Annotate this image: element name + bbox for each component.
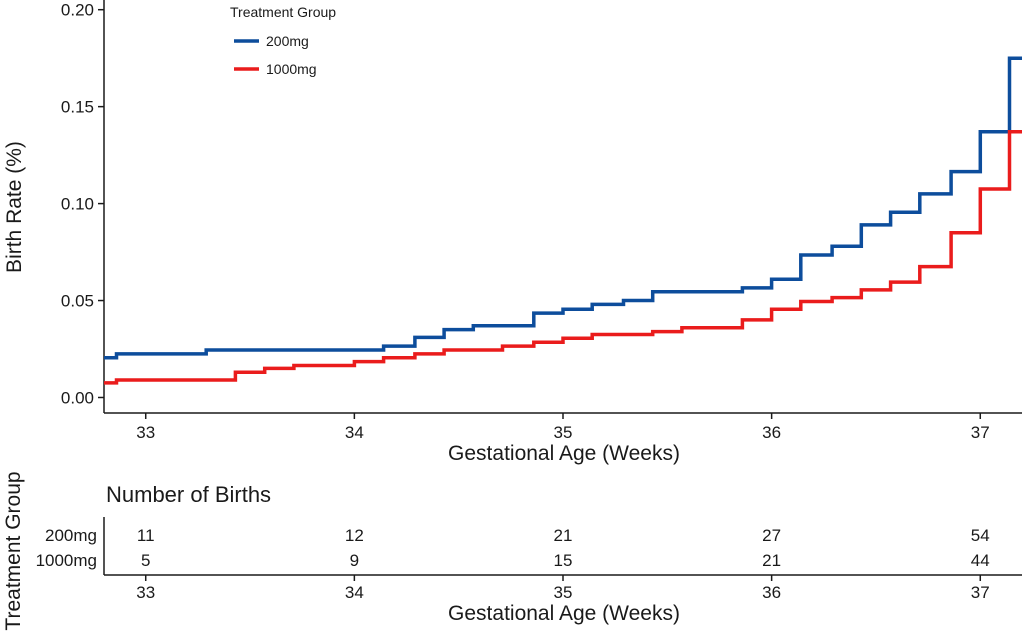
risk-row-label-1000mg: 1000mg <box>36 551 97 570</box>
risk-table: Number of Births Treatment Group 200mg 1… <box>2 471 1022 631</box>
risk-table-title: Number of Births <box>106 482 271 507</box>
y-tick-label: 0.20 <box>61 1 94 20</box>
x-tick-label: 35 <box>554 423 573 442</box>
risk-table-y-title: Treatment Group <box>2 471 25 630</box>
legend: Treatment Group 200mg 1000mg <box>230 4 336 77</box>
x-tick-label: 36 <box>762 423 781 442</box>
risk-x-tick-label: 37 <box>971 583 990 602</box>
x-tick-label: 34 <box>345 423 364 442</box>
y-tick-label: 0.05 <box>61 292 94 311</box>
risk-cell-200mg: 21 <box>554 526 573 545</box>
risk-table-x-title: Gestational Age (Weeks) <box>448 602 680 625</box>
x-tick-label: 37 <box>971 423 990 442</box>
series-line-200mg <box>104 56 1022 360</box>
risk-x-tick-label: 33 <box>136 583 155 602</box>
y-tick-label: 0.15 <box>61 98 94 117</box>
x-axis-ticks: 33 34 35 36 37 <box>136 413 990 442</box>
y-tick-label: 0.00 <box>61 388 94 407</box>
risk-cell-200mg: 11 <box>137 526 155 545</box>
y-axis-title: Birth Rate (%) <box>3 141 26 273</box>
risk-cell-1000mg: 21 <box>762 551 781 570</box>
x-tick-label: 33 <box>136 423 155 442</box>
risk-cell-1000mg: 15 <box>554 551 573 570</box>
legend-label-200mg: 200mg <box>266 33 309 49</box>
risk-cell-200mg: 12 <box>345 526 364 545</box>
risk-x-tick-label: 35 <box>554 583 573 602</box>
x-axis-title: Gestational Age (Weeks) <box>448 442 680 465</box>
risk-row-label-200mg: 200mg <box>45 526 97 545</box>
risk-cell-1000mg: 9 <box>350 551 359 570</box>
risk-table-x-ticks: 33 34 35 36 37 <box>136 575 990 602</box>
risk-cell-200mg: 27 <box>762 526 781 545</box>
legend-label-1000mg: 1000mg <box>266 61 317 77</box>
risk-table-cells: 11 12 21 27 54 5 9 15 21 44 <box>137 526 990 570</box>
risk-cell-200mg: 54 <box>971 526 990 545</box>
y-tick-label: 0.10 <box>61 195 94 214</box>
legend-title: Treatment Group <box>230 4 336 20</box>
risk-cell-1000mg: 44 <box>971 551 990 570</box>
risk-x-tick-label: 36 <box>762 583 781 602</box>
series-line-1000mg <box>104 130 1022 385</box>
y-axis-ticks: 0.00 0.05 0.10 0.15 0.20 <box>61 1 104 407</box>
risk-x-tick-label: 34 <box>345 583 364 602</box>
series-layer <box>104 56 1022 385</box>
risk-cell-1000mg: 5 <box>141 551 150 570</box>
